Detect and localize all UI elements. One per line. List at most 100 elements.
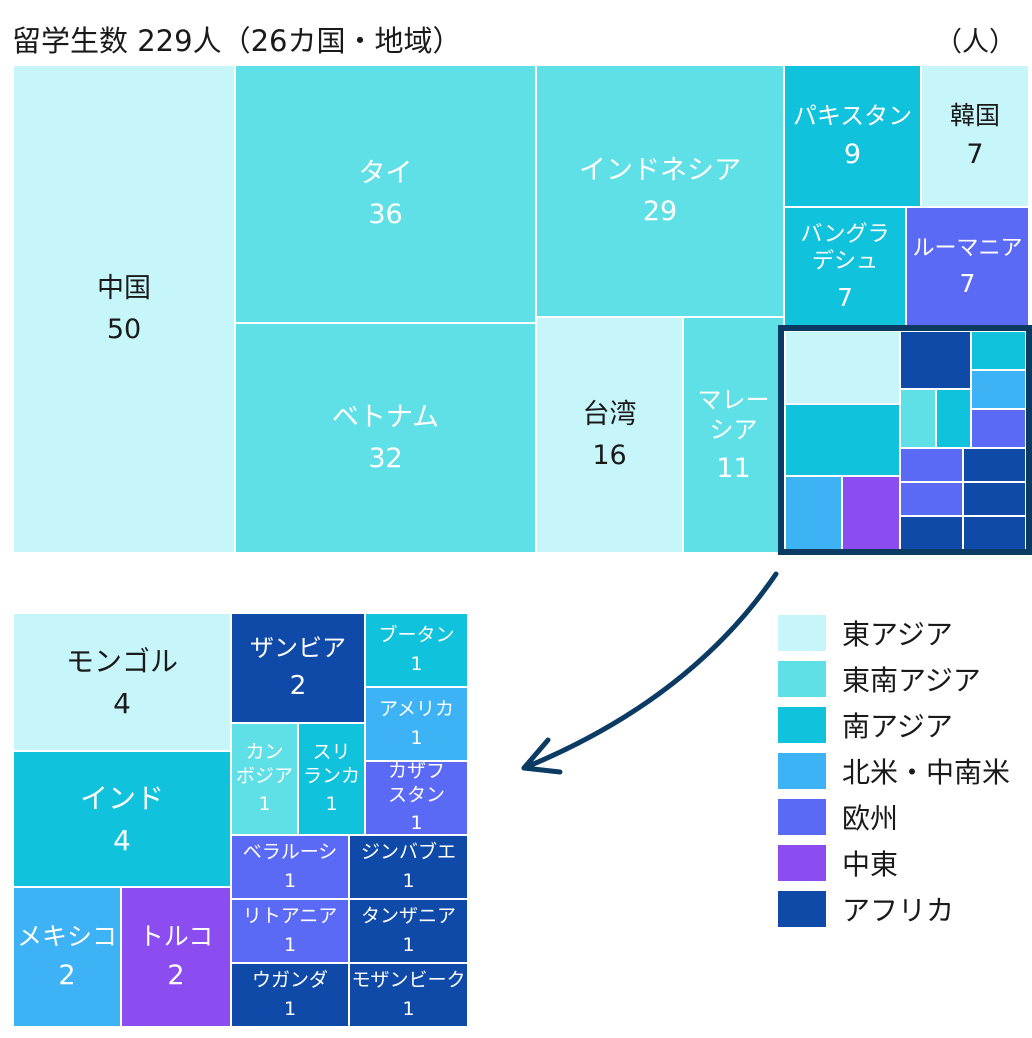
zoom-tile: インド 4 bbox=[14, 752, 230, 886]
tile-value: 2 bbox=[289, 671, 307, 702]
mini-tile bbox=[971, 370, 1026, 410]
main-tile: 韓国 7 bbox=[922, 66, 1028, 206]
tile-label: トルコ bbox=[138, 922, 214, 951]
chart-title: 留学生数 229人（26カ国・地域） bbox=[12, 24, 462, 58]
tile-value: 29 bbox=[642, 195, 678, 227]
mini-tile bbox=[900, 389, 936, 449]
main-tile: ベトナム 32 bbox=[236, 324, 535, 552]
legend-swatch bbox=[778, 845, 826, 881]
zoom-tile: カザフ スタン 1 bbox=[366, 762, 467, 834]
zoom-tile: リトアニア 1 bbox=[232, 900, 348, 962]
tile-label: ジンバブエ bbox=[360, 840, 456, 863]
tile-label: スリ ランカ bbox=[302, 740, 360, 787]
tile-label: ウガンダ bbox=[251, 968, 328, 991]
legend-item: 中東 bbox=[778, 840, 1010, 886]
legend-swatch bbox=[778, 707, 826, 743]
tile-label: タイ bbox=[358, 157, 413, 189]
mini-tile bbox=[971, 331, 1026, 371]
tile-label: ルーマニア bbox=[912, 235, 1023, 261]
zoom-tile: ベラルーシ 1 bbox=[232, 836, 348, 898]
tile-value: 1 bbox=[258, 793, 271, 816]
legend-swatch bbox=[778, 753, 826, 789]
tile-label: ベトナム bbox=[331, 401, 440, 433]
tile-value: 32 bbox=[368, 442, 403, 474]
tile-value: 7 bbox=[966, 139, 984, 171]
main-tile: パキスタン 9 bbox=[785, 66, 920, 206]
tile-value: 1 bbox=[402, 997, 415, 1020]
tile-label: マレー シア bbox=[697, 385, 770, 444]
tile-value: 7 bbox=[837, 282, 853, 312]
tile-value: 1 bbox=[283, 933, 297, 956]
tile-value: 1 bbox=[402, 869, 415, 892]
zoom-tile: タンザニア 1 bbox=[350, 900, 467, 962]
tile-value: 11 bbox=[716, 452, 751, 484]
legend-label: 欧州 bbox=[842, 802, 899, 835]
tile-label: 中国 bbox=[97, 272, 151, 304]
tile-value: 4 bbox=[113, 686, 131, 720]
mini-tile bbox=[971, 409, 1026, 449]
tile-value: 16 bbox=[592, 439, 627, 471]
tile-value: 4 bbox=[113, 823, 131, 857]
legend-label: アフリカ bbox=[842, 894, 955, 927]
mini-tile bbox=[900, 448, 963, 483]
mini-tile bbox=[963, 482, 1026, 517]
tile-label: カン ボジア bbox=[235, 740, 293, 787]
mini-tile bbox=[785, 475, 843, 550]
legend-item: アフリカ bbox=[778, 886, 1010, 932]
zoom-tile: アメリカ 1 bbox=[366, 688, 467, 760]
legend-label: 中東 bbox=[842, 848, 899, 881]
main-tile: 台湾 16 bbox=[537, 318, 682, 552]
unit-label: （人） bbox=[935, 27, 1016, 58]
tile-label: インド bbox=[79, 781, 164, 815]
tile-label: アメリカ bbox=[378, 697, 455, 720]
tile-value: 7 bbox=[959, 269, 976, 299]
tile-label: 韓国 bbox=[949, 101, 1000, 130]
main-tile: 中国 50 bbox=[14, 66, 234, 552]
tile-value: 2 bbox=[167, 960, 185, 992]
zoom-tile: モンゴル 4 bbox=[14, 614, 230, 750]
tile-label: ブータン bbox=[378, 623, 455, 646]
zoom-tile: スリ ランカ 1 bbox=[299, 724, 364, 834]
tile-label: モンゴル bbox=[65, 644, 178, 678]
legend-label: 東南アジア bbox=[842, 664, 981, 697]
mini-tile bbox=[900, 516, 963, 550]
tile-value: 9 bbox=[843, 138, 862, 170]
tile-value: 1 bbox=[410, 652, 423, 675]
tile-value: 1 bbox=[283, 997, 297, 1020]
tile-value: 1 bbox=[325, 793, 338, 816]
mini-tile bbox=[900, 331, 972, 390]
tile-label: ベラルーシ bbox=[242, 840, 338, 863]
tile-label: パキスタン bbox=[792, 101, 913, 130]
mini-tile bbox=[935, 389, 972, 449]
zoom-tile: モザンビーク 1 bbox=[350, 964, 467, 1026]
zoom-tile: トルコ 2 bbox=[122, 888, 230, 1026]
zoom-tile: メキシコ 2 bbox=[14, 888, 120, 1026]
zoom-tile: ザンビア 2 bbox=[232, 614, 364, 722]
legend-swatch bbox=[778, 615, 826, 651]
tile-value: 1 bbox=[402, 933, 415, 956]
tile-label: インドネシア bbox=[579, 154, 741, 186]
main-tile: マレー シア 11 bbox=[684, 318, 783, 552]
mini-tile bbox=[785, 331, 901, 404]
tile-value: 1 bbox=[283, 869, 297, 892]
mini-tile bbox=[963, 516, 1026, 550]
legend-item: 南アジア bbox=[778, 702, 1010, 748]
tile-label: バングラ デシュ bbox=[800, 221, 890, 275]
tile-label: モザンビーク bbox=[351, 968, 466, 991]
legend: 東アジア 東南アジア 南アジア 北米・中南米 欧州 中東 アフリカ bbox=[778, 610, 1010, 932]
tile-value: 1 bbox=[410, 726, 423, 749]
legend-label: 南アジア bbox=[842, 710, 953, 743]
mini-tile bbox=[842, 475, 901, 550]
legend-item: 東南アジア bbox=[778, 656, 1010, 702]
tile-label: 台湾 bbox=[582, 398, 637, 430]
legend-item: 北米・中南米 bbox=[778, 748, 1010, 794]
legend-label: 北米・中南米 bbox=[842, 756, 1011, 789]
tile-label: ザンビア bbox=[250, 634, 346, 663]
mini-tile bbox=[785, 404, 901, 476]
zoom-tile: ウガンダ 1 bbox=[232, 964, 348, 1026]
tile-label: カザフ スタン bbox=[387, 762, 445, 806]
main-tile: ルーマニア 7 bbox=[907, 208, 1028, 326]
main-tile: タイ 36 bbox=[236, 66, 535, 322]
tile-label: リトアニア bbox=[242, 904, 338, 927]
tile-label: タンザニア bbox=[360, 904, 456, 927]
